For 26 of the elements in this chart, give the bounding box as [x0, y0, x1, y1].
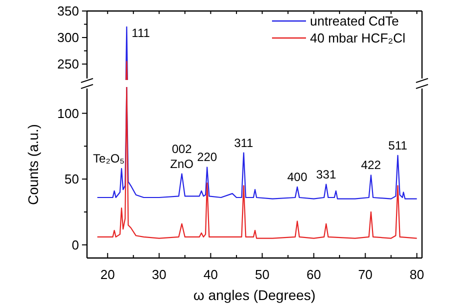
annotation: 002 ZnO [170, 142, 194, 171]
x-tick-label: 60 [306, 267, 322, 282]
x-tick-label: 70 [358, 267, 373, 282]
y-tick-label: 0 [72, 237, 79, 252]
y-tick-label: 350 [57, 4, 79, 19]
x-tick-label: 50 [254, 267, 270, 282]
annotation: 511 [388, 138, 408, 152]
annotation: 331 [316, 167, 336, 182]
y-tick-label: 300 [57, 30, 79, 46]
y-tick-label: 250 [57, 56, 79, 72]
y-tick-label: 100 [57, 106, 79, 121]
text: untreated CdTe [310, 14, 399, 29]
annotation: 400 [287, 170, 308, 184]
x-tick-label: 40 [203, 267, 218, 282]
x-tick-label: 80 [410, 267, 424, 282]
annotation: Te₂O₅ [93, 152, 125, 166]
annotation: 220 [197, 150, 218, 164]
annotation: 111 [132, 26, 150, 40]
x-tick-label: 30 [152, 267, 166, 282]
y-axis-title: Counts (a.u.) [25, 124, 41, 205]
annotation: 311 [234, 136, 254, 150]
x-axis-title: ω angles (Degrees) [193, 287, 316, 303]
annotation: 422 [360, 158, 382, 172]
x-tick-label: 20 [100, 267, 115, 282]
legend-label: 40 mbar HCF₂Cl [310, 30, 406, 46]
y-tick-label: 50 [64, 172, 79, 187]
